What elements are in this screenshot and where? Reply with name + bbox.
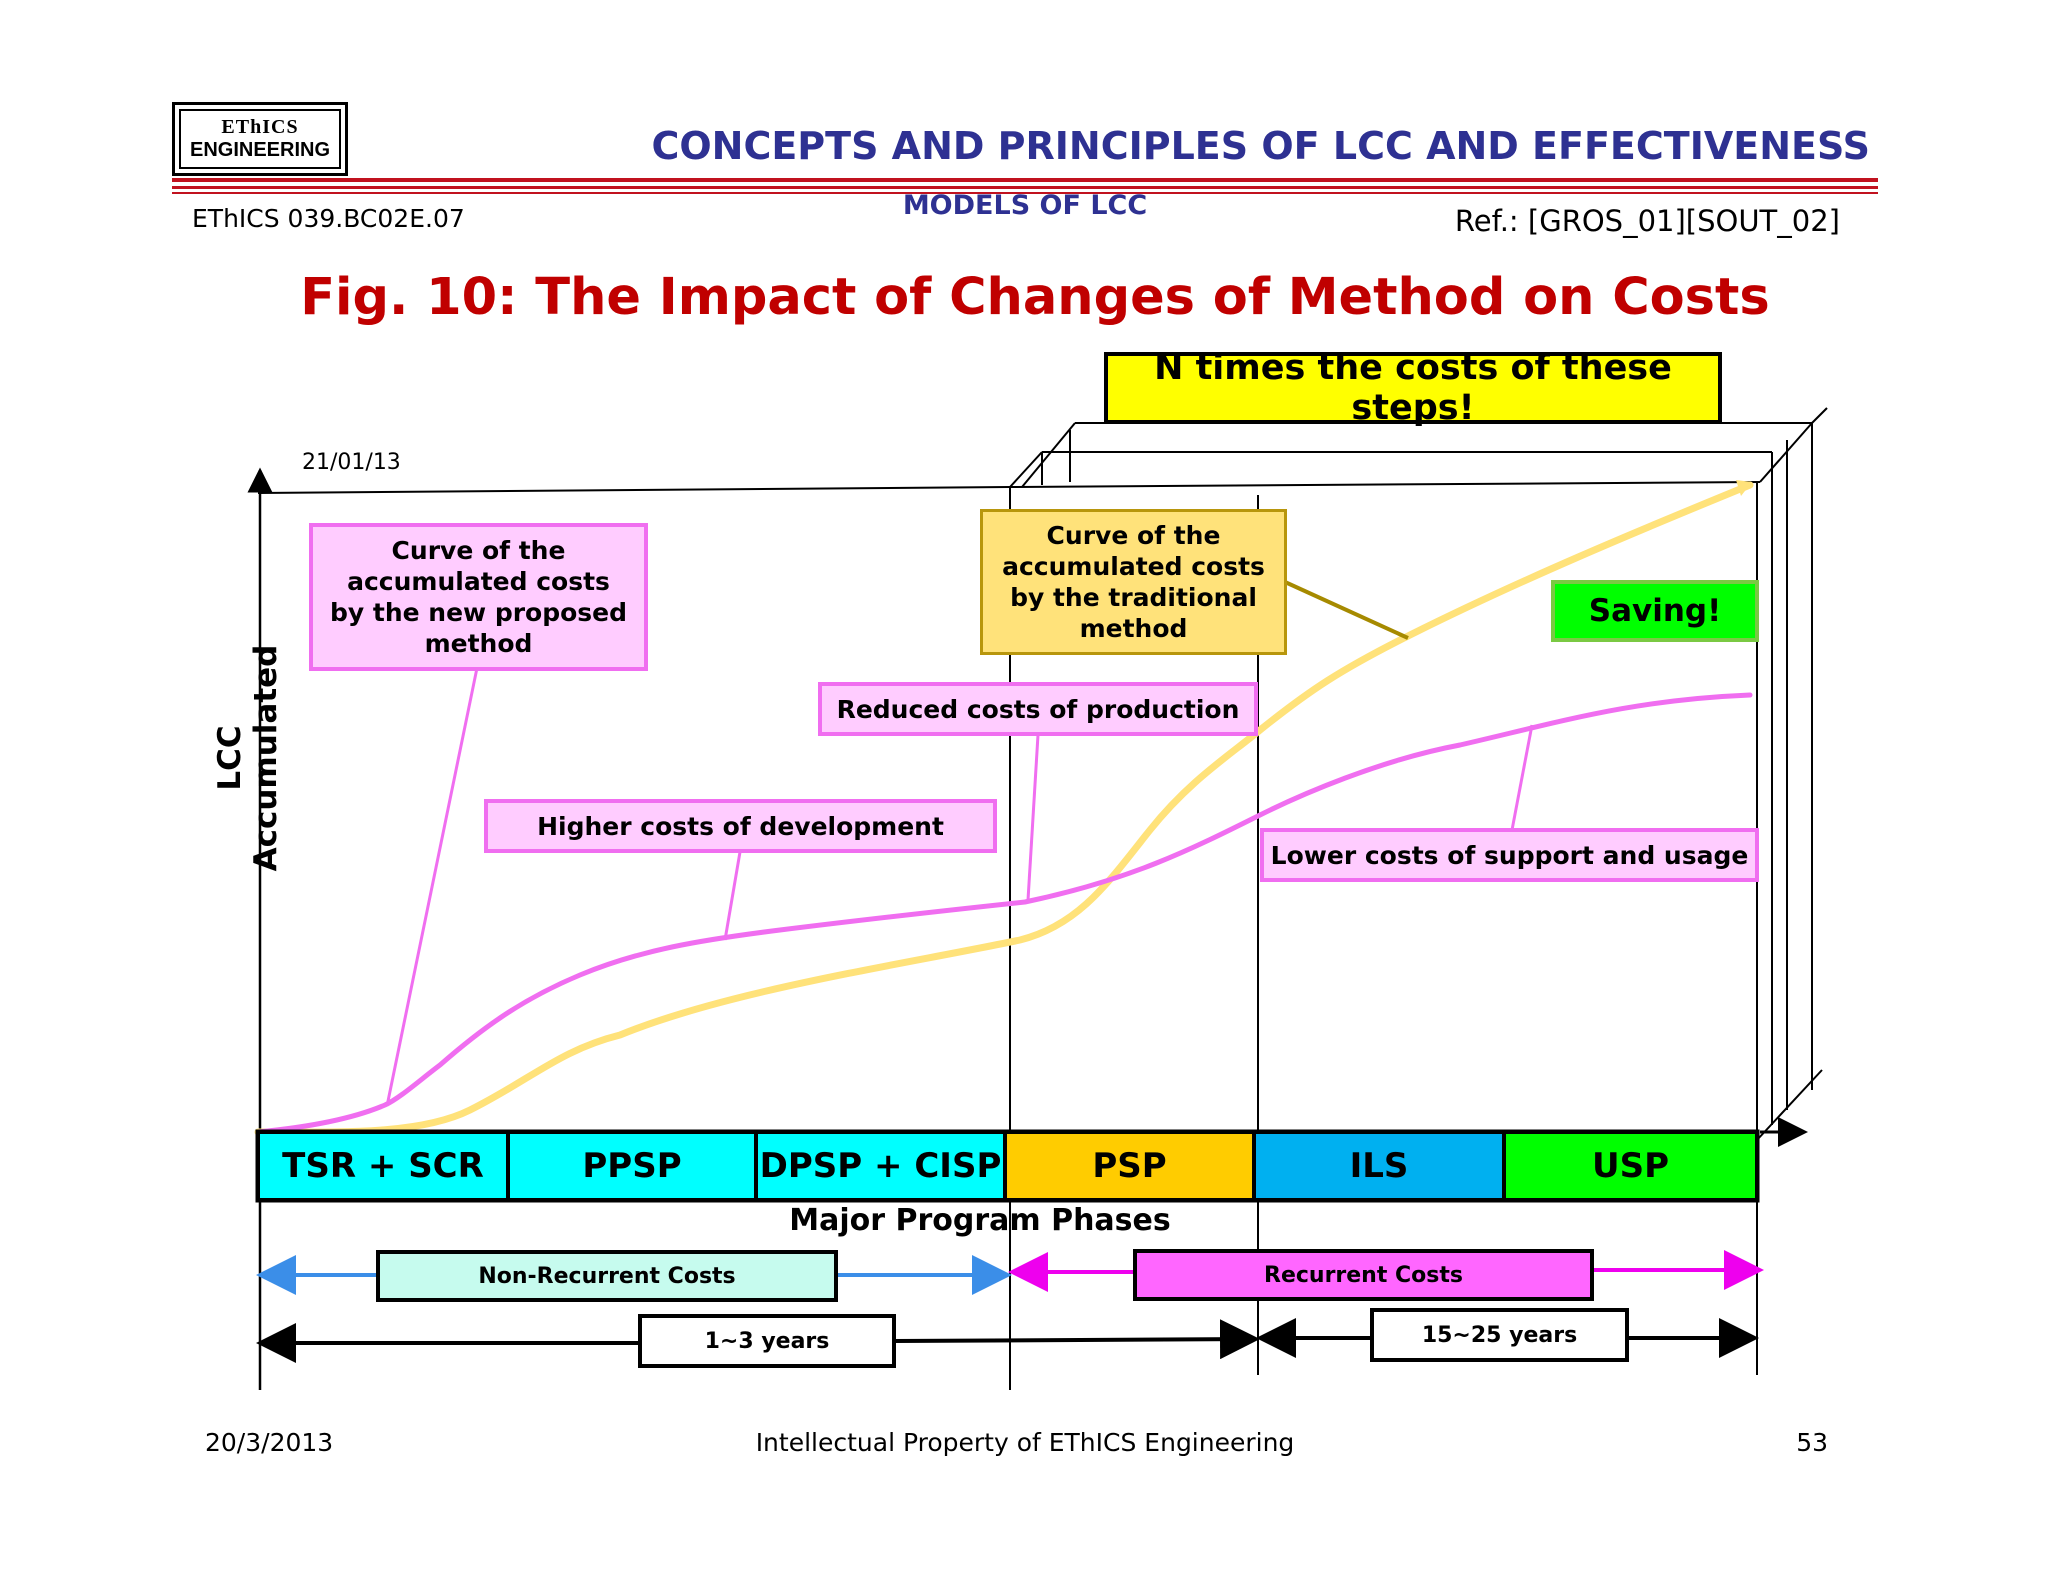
- higher-development-callout: Higher costs of development: [484, 799, 997, 853]
- y-axis-label: LCC Accumulated: [212, 644, 284, 872]
- phase-ils: ILS: [1256, 1134, 1506, 1198]
- header-rule-middle: [172, 186, 1878, 189]
- recurrent-costs-box: Recurrent Costs: [1133, 1249, 1594, 1301]
- x-axis-label: Major Program Phases: [789, 1203, 1171, 1238]
- new-method-leader: [385, 667, 479, 1107]
- reduced-production-leader: [1026, 734, 1040, 901]
- reduced-production-callout: Reduced costs of production: [818, 682, 1258, 736]
- section-subtitle: MODELS OF LCC: [902, 190, 1148, 221]
- company-logo: EThICS ENGINEERING: [172, 102, 348, 176]
- logo-line-1: EThICS: [221, 116, 299, 138]
- traditional-method-callout: Curve of the accumulated costs by the tr…: [980, 509, 1287, 655]
- lower-support-callout: Lower costs of support and usage: [1260, 828, 1759, 882]
- saving-callout: Saving!: [1551, 580, 1759, 642]
- footer-copyright: Intellectual Property of EThICS Engineer…: [755, 1428, 1295, 1457]
- phase-bar: TSR + SCR PPSP DPSP + CISP PSP ILS USP: [260, 1134, 1755, 1198]
- figure-title: Fig. 10: The Impact of Changes of Method…: [300, 268, 1770, 327]
- header-rule-top: [172, 178, 1878, 182]
- header-rule-bottom: [172, 192, 1878, 194]
- non-recurrent-costs-box: Non-Recurrent Costs: [376, 1250, 838, 1302]
- phase-usp: USP: [1506, 1134, 1755, 1198]
- document-id: EThICS 039.BC02E.07: [192, 204, 465, 233]
- lower-support-leader: [1510, 724, 1534, 831]
- logo-line-2: ENGINEERING: [189, 139, 331, 161]
- phase-ppsp: PPSP: [510, 1134, 758, 1198]
- footer-date: 20/3/2013: [205, 1428, 334, 1457]
- reference: Ref.: [GROS_01][SOUT_02]: [1454, 204, 1840, 238]
- higher-development-leader: [723, 851, 742, 941]
- phase-psp: PSP: [1007, 1134, 1256, 1198]
- traditional-method-curve: [254, 481, 1754, 1136]
- header-title: CONCEPTS AND PRINCIPLES OF LCC AND EFFEC…: [651, 124, 1870, 168]
- duration-2-box: 15~25 years: [1370, 1308, 1629, 1362]
- new-method-callout: Curve of the accumulated costs by the ne…: [309, 523, 648, 671]
- phase-dpsp-cisp: DPSP + CISP: [758, 1134, 1007, 1198]
- page-number: 53: [1796, 1428, 1828, 1457]
- date-label: 21/01/13: [302, 450, 401, 475]
- n-times-callout: N times the costs of these steps!: [1104, 348, 1722, 428]
- phase-tsr-scr: TSR + SCR: [260, 1134, 510, 1198]
- traditional-leader: [1284, 580, 1409, 640]
- duration-1-box: 1~3 years: [638, 1314, 896, 1368]
- new-method-curve: [255, 692, 1753, 1135]
- duration-1-arrow-right: [894, 1319, 1260, 1360]
